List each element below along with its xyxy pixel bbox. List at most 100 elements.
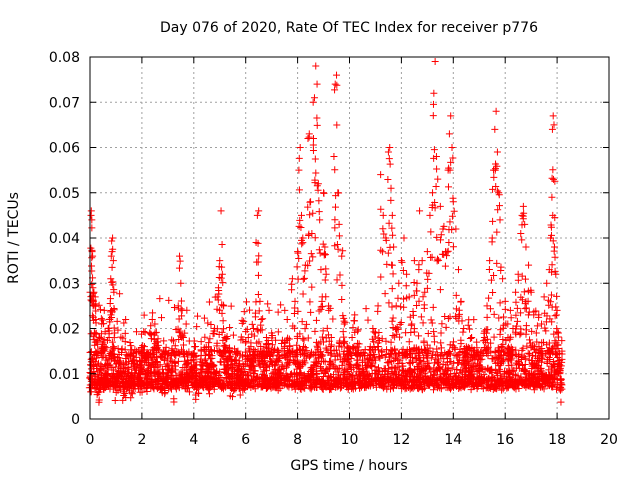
data-point xyxy=(314,180,322,188)
baseline-point xyxy=(549,379,557,387)
data-point xyxy=(187,373,195,381)
data-point xyxy=(118,372,126,380)
data-point xyxy=(288,286,296,294)
data-point xyxy=(301,325,309,333)
data-point xyxy=(547,291,555,299)
baseline-point xyxy=(524,349,532,357)
data-point xyxy=(108,308,116,316)
baseline-point xyxy=(286,371,294,379)
data-point xyxy=(202,379,210,387)
baseline-point xyxy=(324,379,332,387)
data-point xyxy=(482,329,490,337)
baseline-point xyxy=(430,364,438,372)
baseline-point xyxy=(319,372,327,380)
data-point xyxy=(513,304,521,312)
baseline-point xyxy=(387,338,395,346)
data-point xyxy=(128,379,136,387)
baseline-point xyxy=(392,353,400,361)
data-point xyxy=(520,288,528,296)
baseline-point xyxy=(96,334,104,342)
data-point xyxy=(333,241,341,249)
data-point xyxy=(548,261,556,269)
baseline-point xyxy=(372,383,380,391)
data-point xyxy=(405,345,413,353)
baseline-point xyxy=(341,379,349,387)
data-point xyxy=(223,356,231,364)
data-point xyxy=(111,397,119,405)
data-point xyxy=(306,211,314,219)
baseline-point xyxy=(267,358,275,366)
data-point xyxy=(312,169,320,177)
data-point xyxy=(339,247,347,255)
baseline-point xyxy=(385,299,393,307)
data-point xyxy=(374,302,382,310)
data-point xyxy=(331,80,339,88)
data-point xyxy=(445,130,453,138)
data-point xyxy=(217,207,225,215)
baseline-point xyxy=(238,351,246,359)
data-point xyxy=(388,211,396,219)
baseline-point xyxy=(362,305,370,313)
data-point xyxy=(136,371,144,379)
baseline-point xyxy=(389,331,397,339)
data-point xyxy=(98,362,106,370)
baseline-point xyxy=(124,352,132,360)
baseline-point xyxy=(293,332,301,340)
data-point xyxy=(483,313,491,321)
y-tick-label: 0.05 xyxy=(49,186,80,202)
baseline-point xyxy=(207,321,215,329)
baseline-point xyxy=(285,376,293,384)
data-point xyxy=(495,191,503,199)
baseline-point xyxy=(182,320,190,328)
data-point xyxy=(417,313,425,321)
data-point xyxy=(377,205,385,213)
data-point xyxy=(87,388,95,396)
baseline-point xyxy=(334,351,342,359)
baseline-point xyxy=(421,377,429,385)
data-point xyxy=(409,311,417,319)
baseline-point xyxy=(423,364,431,372)
baseline-point xyxy=(304,373,312,381)
baseline-point xyxy=(295,371,303,379)
data-point xyxy=(299,290,307,298)
data-point xyxy=(347,364,355,372)
baseline-point xyxy=(217,358,225,366)
data-point xyxy=(526,339,534,347)
baseline-point xyxy=(483,376,491,384)
data-point xyxy=(441,313,449,321)
baseline-point xyxy=(446,373,454,381)
data-point xyxy=(213,325,221,333)
data-point xyxy=(175,264,183,272)
data-point xyxy=(471,356,479,364)
baseline-point xyxy=(494,344,502,352)
x-tick-labels: 0 2 4 6 8 10 12 14 16 18 20 xyxy=(86,432,618,448)
data-point xyxy=(315,197,323,205)
data-point xyxy=(195,379,203,387)
baseline-point xyxy=(311,327,319,335)
baseline-point xyxy=(203,361,211,369)
baseline-point xyxy=(121,329,129,337)
data-point xyxy=(551,214,559,222)
data-point xyxy=(218,263,226,271)
baseline-point xyxy=(302,381,310,389)
data-point xyxy=(395,279,403,287)
data-point xyxy=(320,189,328,197)
data-point xyxy=(246,356,254,364)
data-point xyxy=(185,388,193,396)
baseline-point xyxy=(339,358,347,366)
data-point xyxy=(110,286,118,294)
baseline-point xyxy=(127,342,135,350)
baseline-point xyxy=(428,319,436,327)
data-point xyxy=(218,240,226,248)
data-point xyxy=(295,254,303,262)
data-point xyxy=(219,301,227,309)
data-point xyxy=(291,324,299,332)
baseline-point xyxy=(125,351,133,359)
data-point xyxy=(519,202,527,210)
data-point xyxy=(254,239,262,247)
data-point xyxy=(107,311,115,319)
data-point xyxy=(555,362,563,370)
data-point xyxy=(388,224,396,232)
data-point xyxy=(253,211,261,219)
data-point xyxy=(548,125,556,133)
